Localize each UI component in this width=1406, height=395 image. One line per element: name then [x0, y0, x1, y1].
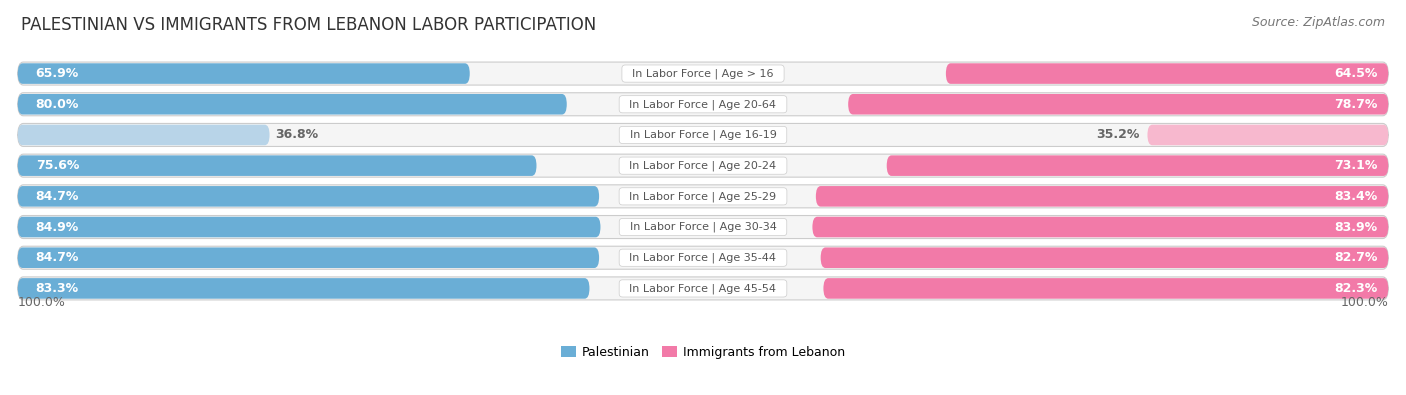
Text: 84.9%: 84.9%: [35, 220, 79, 233]
FancyBboxPatch shape: [824, 278, 1388, 299]
FancyBboxPatch shape: [18, 155, 537, 176]
FancyBboxPatch shape: [18, 217, 600, 237]
Text: 64.5%: 64.5%: [1334, 67, 1378, 80]
FancyBboxPatch shape: [1147, 125, 1388, 145]
FancyBboxPatch shape: [813, 217, 1388, 237]
FancyBboxPatch shape: [848, 94, 1388, 115]
Text: Source: ZipAtlas.com: Source: ZipAtlas.com: [1251, 16, 1385, 29]
Text: 75.6%: 75.6%: [35, 159, 79, 172]
Text: 84.7%: 84.7%: [35, 190, 79, 203]
Text: 80.0%: 80.0%: [35, 98, 79, 111]
Text: 100.0%: 100.0%: [1340, 296, 1388, 309]
FancyBboxPatch shape: [815, 186, 1388, 207]
FancyBboxPatch shape: [18, 247, 599, 268]
Text: 100.0%: 100.0%: [18, 296, 66, 309]
Text: In Labor Force | Age 25-29: In Labor Force | Age 25-29: [623, 191, 783, 201]
FancyBboxPatch shape: [946, 63, 1388, 84]
Text: 78.7%: 78.7%: [1334, 98, 1378, 111]
FancyBboxPatch shape: [18, 246, 1388, 269]
Text: 82.3%: 82.3%: [1334, 282, 1378, 295]
Text: In Labor Force | Age 30-34: In Labor Force | Age 30-34: [623, 222, 783, 232]
Text: In Labor Force | Age 16-19: In Labor Force | Age 16-19: [623, 130, 783, 140]
FancyBboxPatch shape: [18, 216, 1388, 239]
FancyBboxPatch shape: [18, 94, 567, 115]
Text: 82.7%: 82.7%: [1334, 251, 1378, 264]
Text: 84.7%: 84.7%: [35, 251, 79, 264]
Text: 73.1%: 73.1%: [1334, 159, 1378, 172]
Text: In Labor Force | Age 45-54: In Labor Force | Age 45-54: [623, 283, 783, 293]
Text: 83.3%: 83.3%: [35, 282, 79, 295]
Text: 65.9%: 65.9%: [35, 67, 79, 80]
FancyBboxPatch shape: [18, 277, 1388, 300]
FancyBboxPatch shape: [18, 124, 1388, 147]
Text: 36.8%: 36.8%: [276, 128, 318, 141]
FancyBboxPatch shape: [18, 125, 270, 145]
Text: PALESTINIAN VS IMMIGRANTS FROM LEBANON LABOR PARTICIPATION: PALESTINIAN VS IMMIGRANTS FROM LEBANON L…: [21, 16, 596, 34]
FancyBboxPatch shape: [18, 63, 470, 84]
FancyBboxPatch shape: [18, 62, 1388, 85]
FancyBboxPatch shape: [18, 186, 599, 207]
FancyBboxPatch shape: [18, 185, 1388, 208]
Text: 83.4%: 83.4%: [1334, 190, 1378, 203]
FancyBboxPatch shape: [887, 155, 1388, 176]
Text: In Labor Force | Age 20-64: In Labor Force | Age 20-64: [623, 99, 783, 109]
Text: In Labor Force | Age 20-24: In Labor Force | Age 20-24: [623, 160, 783, 171]
FancyBboxPatch shape: [18, 278, 589, 299]
Text: In Labor Force | Age 35-44: In Labor Force | Age 35-44: [623, 252, 783, 263]
Text: In Labor Force | Age > 16: In Labor Force | Age > 16: [626, 68, 780, 79]
FancyBboxPatch shape: [18, 93, 1388, 116]
Text: 83.9%: 83.9%: [1334, 220, 1378, 233]
FancyBboxPatch shape: [821, 247, 1388, 268]
Legend: Palestinian, Immigrants from Lebanon: Palestinian, Immigrants from Lebanon: [557, 342, 849, 363]
Text: 35.2%: 35.2%: [1095, 128, 1139, 141]
FancyBboxPatch shape: [18, 154, 1388, 177]
